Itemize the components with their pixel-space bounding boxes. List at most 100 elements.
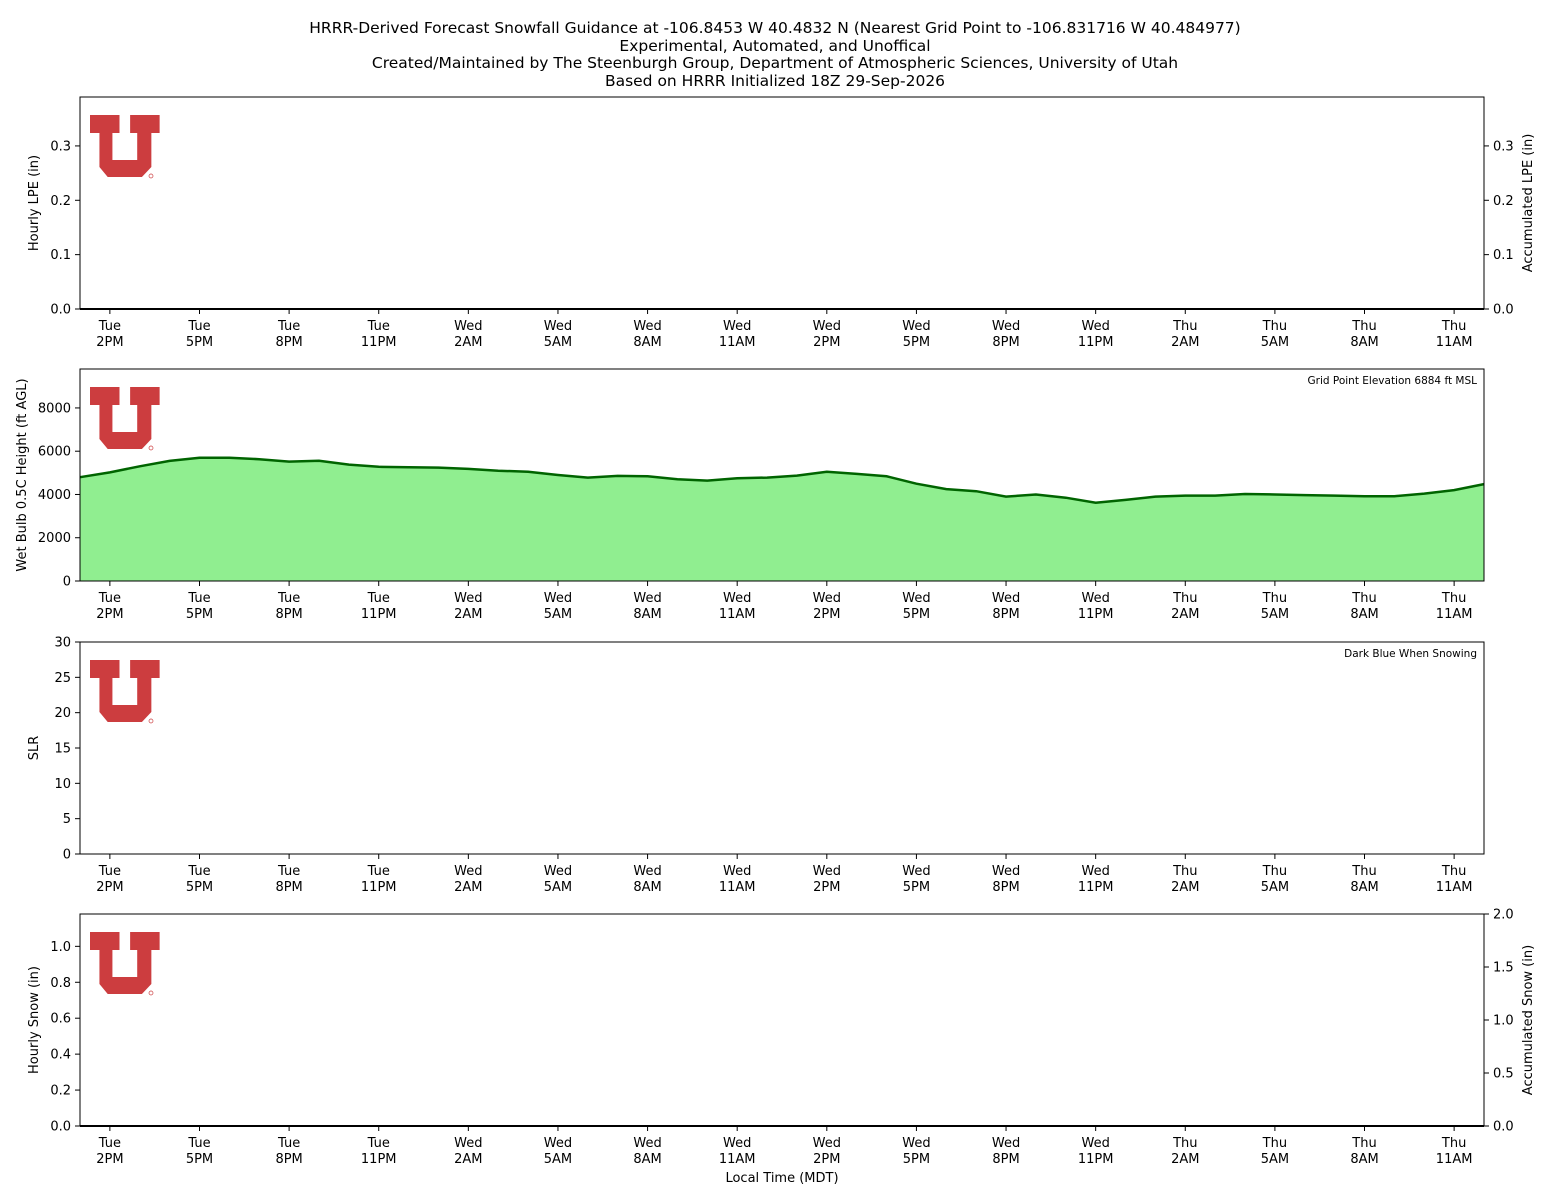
x-tick-time: 2PM [96,607,123,622]
y-tick-label: 0.4 [50,1048,71,1063]
x-tick-day: Thu [1172,319,1197,334]
x-tick-time: 5PM [903,607,930,622]
x-tick-time: 5AM [544,880,572,895]
y-tick-label: 5 [63,812,71,827]
y-tick-label: 0 [63,575,71,590]
x-tick-time: 5AM [1261,335,1289,350]
x-tick-day: Wed [544,591,572,606]
x-tick-time: 11PM [361,335,397,350]
x-tick-time: 2AM [1171,1152,1199,1167]
x-tick-day: Wed [544,319,572,334]
y-axis-label: Hourly LPE (in) [27,155,42,251]
x-tick-day: Wed [992,591,1020,606]
x-tick-day: Thu [1262,591,1287,606]
title-line-2: Experimental, Automated, and Unoffical [619,36,931,55]
x-tick-day: Wed [633,319,661,334]
x-tick-day: Wed [902,591,930,606]
x-tick-day: Tue [367,864,390,879]
x-tick-day: Tue [367,319,390,334]
x-tick-time: 2PM [813,880,840,895]
y-tick-label: 0.8 [50,976,71,991]
x-tick-day: Tue [277,591,300,606]
title-line-1: HRRR-Derived Forecast Snowfall Guidance … [309,19,1241,37]
x-tick-time: 8AM [1350,607,1378,622]
x-tick-day: Wed [902,319,930,334]
panel-1: Tue2PMTue5PMTue8PMTue11PMWed2AMWed5AMWed… [27,96,1536,350]
x-tick-day: Wed [454,591,482,606]
x-tick-day: Wed [723,319,751,334]
x-tick-day: Wed [454,1136,482,1151]
y-tick-label: 0.3 [50,139,71,154]
x-tick-day: Tue [98,319,121,334]
x-tick-day: Wed [723,591,751,606]
x-tick-day: Thu [1172,864,1197,879]
x-tick-day: Wed [992,864,1020,879]
wetbulb-line [79,456,1485,504]
y-tick-label: 0.0 [50,303,71,318]
x-tick-time: 11PM [1078,880,1114,895]
y-tick-label: 2000 [38,531,71,546]
y-tick-label: 30 [54,636,71,651]
x-tick-day: Wed [454,864,482,879]
x-tick-day: Wed [1081,319,1109,334]
x-tick-time: 2AM [1171,607,1199,622]
x-tick-time: 11PM [1078,335,1114,350]
x-tick-time: 11AM [1436,335,1473,350]
y2-tick-label: 1.0 [1493,1014,1514,1029]
x-axis-label: Local Time (MDT) [725,1171,838,1186]
y-tick-label: 0.0 [50,1120,71,1135]
x-tick-time: 8PM [275,880,302,895]
x-tick-time: 2AM [1171,335,1199,350]
x-tick-time: 11PM [1078,607,1114,622]
x-tick-day: Wed [1081,864,1109,879]
x-tick-time: 5PM [186,335,213,350]
x-tick-day: Thu [1172,591,1197,606]
utah-u-logo-4 [90,932,160,994]
x-tick-time: 8PM [992,335,1019,350]
y2-axis-label: Accumulated LPE (in) [1521,134,1536,273]
y-tick-label: 0 [63,848,71,863]
x-tick-day: Tue [367,591,390,606]
plot-frame [79,913,1485,1127]
x-tick-day: Thu [1441,1136,1466,1151]
title-line-3: Created/Maintained by The Steenburgh Gro… [371,54,1179,72]
y2-tick-label: 0.5 [1493,1067,1514,1082]
x-tick-time: 8PM [275,1152,302,1167]
y-axis-label: Wet Bulb 0.5C Height (ft AGL) [15,378,30,571]
x-tick-time: 8AM [1350,880,1378,895]
x-tick-day: Wed [544,1136,572,1151]
x-tick-day: Wed [813,591,841,606]
y-tick-label: 1.0 [50,940,71,955]
x-tick-day: Tue [187,1136,210,1151]
x-tick-day: Wed [544,864,572,879]
y-tick-label: 25 [54,671,71,686]
wetbulb-area [80,457,1484,581]
x-tick-day: Wed [813,319,841,334]
x-tick-time: 2PM [96,1152,123,1167]
x-tick-day: Thu [1262,319,1287,334]
y-tick-label: 0.2 [50,194,71,209]
x-tick-day: Thu [1351,1136,1376,1151]
x-tick-day: Wed [992,319,1020,334]
x-tick-day: Thu [1441,319,1466,334]
x-tick-time: 2PM [813,335,840,350]
x-tick-time: 5PM [903,880,930,895]
x-tick-time: 5AM [1261,880,1289,895]
x-tick-time: 5PM [186,1152,213,1167]
y-tick-label: 6000 [38,445,71,460]
figure-title: HRRR-Derived Forecast Snowfall Guidance … [0,19,1550,90]
x-tick-day: Thu [1441,864,1466,879]
y2-tick-label: 0.3 [1493,139,1514,154]
x-tick-time: 5PM [903,1152,930,1167]
x-tick-day: Wed [813,864,841,879]
x-tick-time: 2PM [96,880,123,895]
x-tick-time: 5PM [186,607,213,622]
y2-tick-label: 0.0 [1493,1120,1514,1135]
x-tick-day: Wed [902,1136,930,1151]
x-tick-day: Tue [98,864,121,879]
x-tick-time: 11AM [719,607,756,622]
x-tick-day: Wed [813,1136,841,1151]
registered-mark-1 [148,173,154,179]
x-tick-day: Tue [367,1136,390,1151]
x-tick-time: 2PM [813,1152,840,1167]
